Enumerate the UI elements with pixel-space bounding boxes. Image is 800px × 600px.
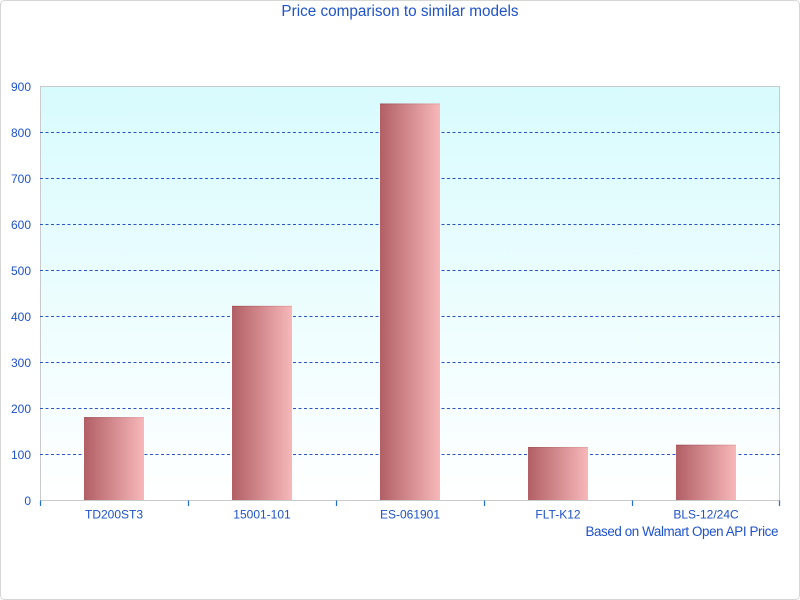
svg-text:600: 600 <box>11 218 31 232</box>
svg-text:TD200ST3: TD200ST3 <box>85 508 143 522</box>
svg-text:ES-061901: ES-061901 <box>380 508 440 522</box>
svg-text:300: 300 <box>11 356 31 370</box>
svg-text:Based on Walmart Open API Pric: Based on Walmart Open API Price <box>585 524 778 539</box>
svg-text:500: 500 <box>11 264 31 278</box>
svg-text:FLT-K12: FLT-K12 <box>535 508 580 522</box>
svg-text:100: 100 <box>11 448 31 462</box>
svg-text:700: 700 <box>11 172 31 186</box>
svg-text:15001-101: 15001-101 <box>233 508 291 522</box>
svg-text:0: 0 <box>24 494 31 508</box>
svg-text:200: 200 <box>11 402 31 416</box>
svg-text:BLS-12/24C: BLS-12/24C <box>673 508 739 522</box>
svg-text:800: 800 <box>11 126 31 140</box>
svg-text:Price comparison to similar mo: Price comparison to similar models <box>281 3 519 20</box>
svg-text:400: 400 <box>11 310 31 324</box>
svg-text:900: 900 <box>11 80 31 94</box>
